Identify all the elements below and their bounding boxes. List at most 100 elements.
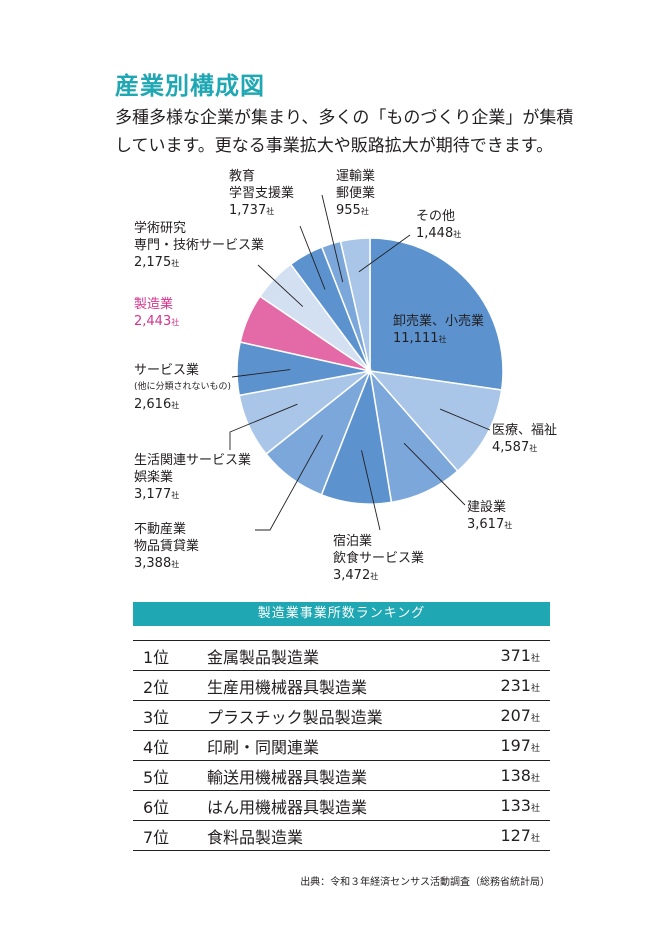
page-title: 産業別構成図	[115, 72, 265, 100]
label-name: サービス業	[134, 363, 200, 378]
ranking-row: 4位 印刷・同関連業 197社	[133, 731, 550, 761]
count-unit: 社	[530, 684, 540, 694]
count-value: 207	[500, 706, 531, 725]
label-unit: 社	[171, 560, 180, 569]
label-name-2: 専門・技術サービス業	[134, 238, 265, 253]
label-name: 卸売業、小売業	[393, 314, 485, 329]
intro-text: 多種多様な企業が集まり、多くの「ものづくり企業」が集積 しています。更なる事業拡…	[115, 104, 574, 160]
label-value: 2,175	[134, 255, 172, 270]
count-unit: 社	[530, 834, 540, 844]
label-manufacturing: 製造業 2,443社	[134, 296, 179, 331]
ranking-row: 3位 プラスチック製品製造業 207社	[133, 701, 550, 731]
label-construction: 建設業 3,617社	[467, 499, 512, 534]
leader-lines	[229, 194, 491, 531]
label-name: 生活関連サービス業	[134, 453, 252, 468]
label-name-2: 学習支援業	[229, 186, 295, 201]
ranking-row: 2位 生産用機械器具製造業 231社	[133, 671, 550, 701]
label-value: 3,388	[134, 556, 172, 571]
ranking-title: 製造業事業所数ランキング	[133, 602, 550, 626]
industry-cell: 金属製品製造業	[207, 647, 320, 667]
label-education: 教育 学習支援業 1,737社	[229, 168, 294, 220]
label-unit: 社	[171, 259, 180, 268]
count-cell: 207社	[480, 706, 550, 725]
label-name: 医療、福祉	[492, 423, 558, 438]
industry-cell: 生産用機械器具製造業	[207, 677, 368, 697]
rank-cell: 3位	[143, 707, 170, 727]
label-name: 不動産業	[134, 522, 187, 537]
label-value: 1,737	[229, 203, 267, 218]
label-name: 学術研究	[134, 221, 187, 236]
ranking-row: 7位 食料品製造業 127社	[133, 821, 550, 851]
pie-slice	[339, 237, 371, 372]
count-cell: 231社	[480, 676, 550, 695]
label-value: 4,587	[492, 440, 530, 455]
rank-cell: 5位	[143, 767, 170, 787]
count-value: 127	[500, 826, 531, 845]
label-unit: 社	[266, 207, 275, 216]
label-name: 教育	[229, 169, 256, 184]
label-other: その他 1,448社	[416, 208, 461, 243]
label-living-services: 生活関連サービス業 娯楽業 3,177社	[134, 452, 251, 504]
rank-cell: 4位	[143, 737, 170, 757]
count-cell: 371社	[480, 646, 550, 665]
label-unit: 社	[171, 318, 180, 327]
rank-cell: 6位	[143, 797, 170, 817]
rank-cell: 7位	[143, 827, 170, 847]
label-value: 2,616	[134, 397, 172, 412]
pie-slice	[368, 369, 503, 473]
count-unit: 社	[530, 774, 540, 784]
label-academic-research: 学術研究 専門・技術サービス業 2,175社	[134, 220, 264, 272]
count-cell: 127社	[480, 826, 550, 845]
leader-line	[403, 442, 466, 506]
leader-line	[439, 408, 491, 431]
label-name: 運輸業	[336, 169, 376, 184]
leader-line	[321, 194, 344, 283]
industry-cell: はん用機械器具製造業	[207, 797, 368, 817]
leader-line	[255, 434, 323, 531]
label-wholesale-retail: 卸売業、小売業 11,111社	[393, 313, 484, 348]
rank-cell: 2位	[143, 677, 170, 697]
label-transport: 運輸業 郵便業 955社	[336, 168, 375, 220]
leader-line	[358, 234, 411, 273]
label-name: 宿泊業	[333, 534, 373, 549]
ranking-row: 5位 輸送用機械器具製造業 138社	[133, 761, 550, 791]
industry-cell: プラスチック製品製造業	[207, 707, 383, 727]
count-value: 138	[500, 766, 531, 785]
label-unit: 社	[171, 491, 180, 500]
label-value: 1,448	[416, 226, 454, 241]
leader-line	[229, 403, 298, 450]
label-unit: 社	[360, 207, 369, 216]
pie-slice	[369, 237, 504, 391]
count-cell: 133社	[480, 796, 550, 815]
label-value: 11,111	[393, 331, 439, 346]
count-value: 371	[500, 646, 531, 665]
industry-cell: 印刷・同関連業	[207, 737, 320, 757]
label-services: サービス業 (他に分類されないもの) 2,616社	[134, 362, 231, 414]
label-real-estate: 不動産業 物品賃貸業 3,388社	[134, 521, 199, 573]
intro-line: 多種多様な企業が集まり、多くの「ものづくり企業」が集積	[115, 108, 574, 128]
pie-slices	[236, 237, 504, 505]
leader-line	[231, 369, 291, 378]
label-name: その他	[416, 209, 456, 224]
ranking-table: 製造業事業所数ランキング 1位 金属製品製造業 371社 2位 生産用機械器具製造業 23…	[133, 602, 550, 851]
source-note: 出典：令和３年経済センサス活動調査（総務省統計局）	[300, 877, 550, 888]
label-value: 2,443	[134, 314, 172, 329]
count-unit: 社	[530, 714, 540, 724]
industry-cell: 輸送用機械器具製造業	[207, 767, 368, 787]
label-unit: 社	[453, 230, 462, 239]
count-cell: 197社	[480, 736, 550, 755]
label-unit: 社	[529, 444, 538, 453]
intro-line: しています。更なる事業拡大や販路拡大が期待できます。	[115, 136, 554, 156]
label-name-2: 物品賃貸業	[134, 539, 200, 554]
count-cell: 138社	[480, 766, 550, 785]
label-unit: 社	[504, 521, 513, 530]
leader-line	[361, 450, 381, 531]
count-unit: 社	[530, 744, 540, 754]
label-name: 製造業	[134, 297, 174, 312]
count-unit: 社	[530, 654, 540, 664]
label-value: 3,472	[333, 568, 371, 583]
label-unit: 社	[370, 572, 379, 581]
label-note: (他に分類されないもの)	[134, 382, 232, 392]
label-accommodation-food: 宿泊業 飲食サービス業 3,472社	[333, 533, 424, 585]
label-unit: 社	[438, 335, 447, 344]
